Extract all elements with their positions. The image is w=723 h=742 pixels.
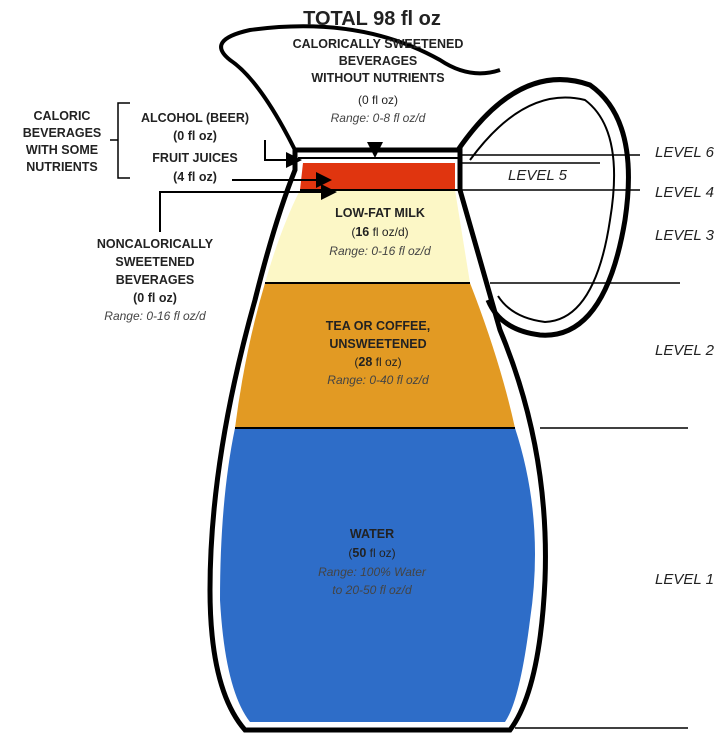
amount-part: fl oz/d) [369,225,408,239]
handle [458,80,628,336]
range: Range: 0-8 fl oz/d [331,111,426,125]
label: ALCOHOL (BEER) [141,111,249,125]
amount-part: fl oz) [366,546,395,560]
label: NONCALORICALLY [97,237,214,251]
amount-number: 16 [355,225,369,239]
label: BEVERAGES [339,54,418,68]
bracket [110,103,130,178]
level-label: LEVEL 2 [655,342,715,359]
amount-number: 28 [358,355,372,369]
juice-layer [300,163,455,190]
range: Range: 0-16 fl oz/d [329,244,431,258]
label: WATER [350,527,394,541]
amount: (0 fl oz) [133,291,177,305]
range: Range: 0-40 fl oz/d [327,373,429,387]
label: UNSWEETENED [329,337,426,351]
level-label: LEVEL 3 [655,227,715,244]
label: LOW-FAT MILK [335,206,425,220]
range: to 20-50 fl oz/d [332,583,412,597]
label: SWEETENED [115,255,194,269]
group-label: WITH SOME [26,143,98,157]
amount-part: fl oz) [144,291,177,305]
level-label: LEVEL 5 [508,167,568,184]
label: FRUIT JUICES [152,151,237,165]
label: CALORICALLY SWEETENED [293,37,464,51]
amount: (0 fl oz) [173,129,217,143]
group-label: NUTRIENTS [26,160,98,174]
label: TEA OR COFFEE, [326,319,430,333]
range: Range: 100% Water [318,565,427,579]
amount: (50 fl oz) [348,546,395,560]
handle-inner [470,98,614,323]
level-label: LEVEL 1 [655,571,714,588]
label: WITHOUT NUTRIENTS [311,71,444,85]
range: Range: 0-16 fl oz/d [104,309,206,323]
label: BEVERAGES [116,273,195,287]
group-label: BEVERAGES [23,126,102,140]
amount: (4 fl oz) [173,170,217,184]
amount: (28 fl oz) [354,355,401,369]
pitcher-diagram: TOTAL 98 fl oz CALORICALLY SWEETENED BEV… [0,0,723,737]
amount-part: fl oz) [372,355,401,369]
title: TOTAL 98 fl oz [303,8,441,30]
amount-number: 50 [352,546,366,560]
page: TOTAL 98 fl oz CALORICALLY SWEETENED BEV… [0,0,723,742]
amount: (0 fl oz) [358,93,398,107]
amount-number: 0 [137,291,144,305]
level-label: LEVEL 4 [655,184,714,201]
amount: (16 fl oz/d) [351,225,408,239]
group-label: CALORIC [34,109,91,123]
level-label: LEVEL 6 [655,144,715,161]
